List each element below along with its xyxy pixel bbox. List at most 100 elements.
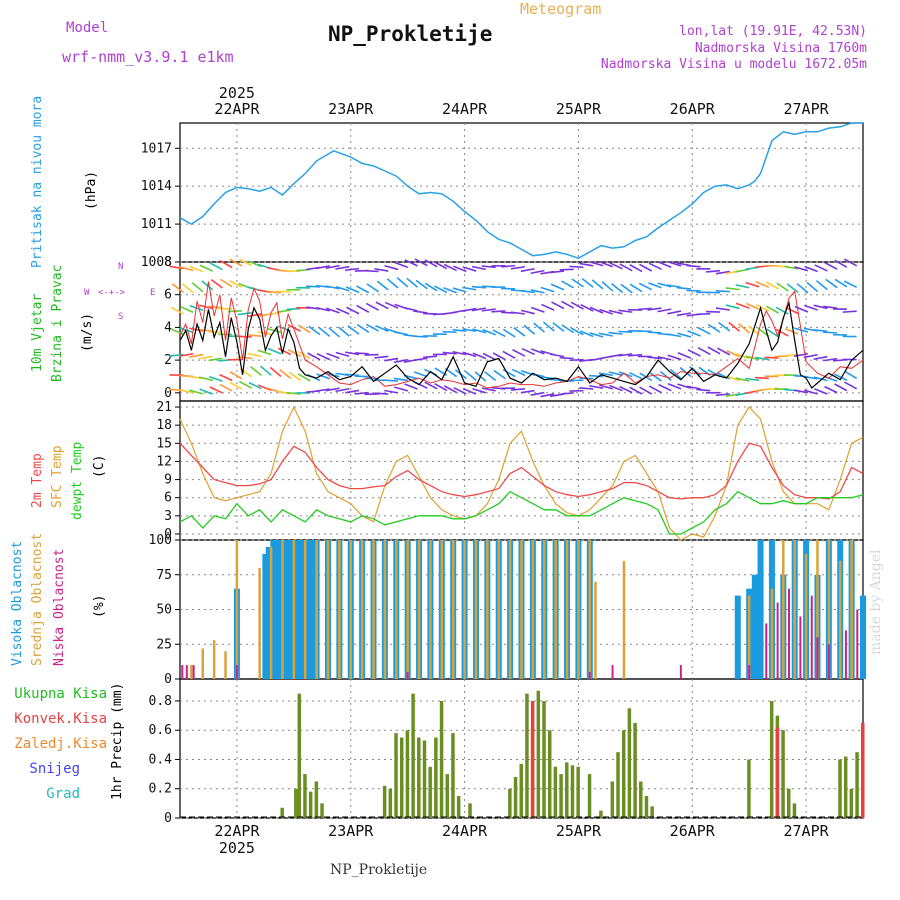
wind-arrow bbox=[307, 352, 321, 361]
wind-arrow bbox=[375, 301, 389, 310]
wind-arrow bbox=[325, 285, 340, 290]
sfc-temp-line bbox=[179, 405, 864, 541]
precip-total-bar bbox=[303, 774, 307, 818]
y-tick-label: 1017 bbox=[141, 141, 172, 156]
wind-arrow bbox=[325, 264, 340, 270]
wind-arrow bbox=[277, 347, 292, 356]
wind-arrow bbox=[512, 348, 526, 357]
wind-arrow bbox=[599, 384, 613, 390]
precip-total-bar bbox=[519, 763, 523, 818]
y-tick-label: 25 bbox=[156, 637, 172, 652]
wind-arrow bbox=[180, 305, 194, 314]
wind-arrow bbox=[171, 283, 184, 293]
wind-arrow bbox=[169, 353, 184, 357]
wind-arrow bbox=[784, 265, 799, 270]
precip-total-bar bbox=[792, 803, 797, 818]
wind-arrow bbox=[374, 355, 389, 359]
wind-arrow bbox=[471, 307, 487, 312]
wind-arrow bbox=[443, 286, 457, 294]
wind-arrow bbox=[374, 267, 389, 272]
mid-cloud-bar bbox=[235, 540, 239, 679]
wind-arrow bbox=[384, 264, 399, 271]
wind-arrow bbox=[629, 371, 643, 380]
wind-arrow bbox=[569, 358, 584, 362]
temp-2m-line bbox=[179, 442, 864, 500]
wind-arrow bbox=[718, 321, 731, 332]
wind-arrow bbox=[179, 353, 194, 357]
mid-cloud-bar bbox=[429, 540, 432, 679]
mid-cloud-bar bbox=[543, 540, 546, 679]
wind-arrow bbox=[462, 286, 477, 291]
wind-arrow bbox=[247, 334, 262, 337]
y-tick-label: 6 bbox=[164, 491, 172, 506]
wind-arrow bbox=[376, 280, 389, 291]
wind-arrow bbox=[775, 328, 789, 337]
wind-arrow bbox=[471, 285, 486, 289]
compass-n-label: N bbox=[118, 262, 124, 272]
mid-cloud-bar bbox=[497, 540, 500, 679]
wind-arrow bbox=[823, 331, 838, 334]
mid-cloud-bar bbox=[747, 595, 751, 679]
low-cloud-bar bbox=[748, 665, 751, 679]
wind-arrow bbox=[443, 263, 457, 272]
precip-total-bar bbox=[747, 759, 751, 818]
wind-arrow bbox=[638, 282, 653, 291]
compass-w-label: W bbox=[84, 288, 90, 298]
wind-arrow bbox=[316, 352, 331, 361]
wind-arrow bbox=[754, 356, 769, 361]
precip-total-bar bbox=[587, 774, 592, 818]
precip-total-bar bbox=[439, 700, 444, 818]
altitude-label: Nadmorska Visina 1760m bbox=[694, 41, 867, 56]
wind-arrow bbox=[745, 302, 760, 310]
wind-arrow bbox=[209, 262, 223, 271]
precip-conv-bar bbox=[861, 722, 865, 818]
wind-arrow bbox=[696, 388, 711, 392]
high-cloud-bar bbox=[751, 574, 758, 679]
wind-arrow bbox=[561, 280, 575, 289]
wind-arrow bbox=[413, 371, 428, 378]
wind-arrow bbox=[591, 279, 604, 290]
mid-cloud-bar bbox=[554, 540, 557, 679]
wind-arrow bbox=[423, 355, 438, 359]
top-day-label: 24APR bbox=[442, 100, 488, 118]
precip-total-bar bbox=[399, 737, 404, 818]
wind-arrow bbox=[501, 264, 516, 268]
wind-arrow bbox=[609, 384, 623, 392]
wind-arrow bbox=[589, 384, 604, 389]
precip-total-bar bbox=[616, 752, 620, 818]
precip-total-bar bbox=[639, 781, 643, 818]
bottom-day-label: 26APR bbox=[670, 822, 716, 840]
wind-arrow bbox=[492, 352, 506, 361]
precip-legend-hail: Grad bbox=[46, 786, 80, 802]
wind-arrow bbox=[824, 261, 838, 270]
mid-cloud-bar bbox=[770, 588, 774, 679]
y-tick-label: 3 bbox=[164, 509, 172, 524]
wind-arrow bbox=[491, 310, 506, 313]
wind-arrow bbox=[257, 349, 272, 356]
wind-arrow bbox=[482, 328, 496, 336]
low-cloud-bar bbox=[588, 672, 591, 679]
y-tick-label: 50 bbox=[156, 603, 172, 618]
low-cloud-bar bbox=[856, 609, 859, 679]
wind-arrow bbox=[804, 265, 818, 273]
wind-arrow bbox=[335, 387, 350, 393]
wind-arrow bbox=[844, 381, 858, 390]
high-cloud-bar bbox=[285, 540, 292, 679]
pressure-line bbox=[179, 122, 863, 260]
wind-arrow bbox=[404, 383, 418, 390]
wind-arrow bbox=[658, 383, 672, 392]
wind-arrow bbox=[697, 346, 711, 356]
wind-arrow bbox=[756, 303, 770, 312]
footer-station-label: NP_Prokletije bbox=[330, 862, 428, 878]
wind-arrow bbox=[823, 357, 838, 362]
wind-arrow bbox=[393, 377, 408, 382]
mid-cloud-bar bbox=[838, 560, 842, 679]
wind-arrow bbox=[677, 383, 692, 389]
mid-cloud-bar bbox=[588, 540, 592, 679]
precip-total-bar bbox=[769, 700, 774, 818]
dewpt-temp-line bbox=[179, 490, 864, 535]
wind-arrow bbox=[315, 265, 330, 270]
wind-arrow bbox=[541, 303, 555, 311]
precip-total-bar bbox=[849, 788, 854, 818]
wind-arrow bbox=[502, 328, 516, 338]
